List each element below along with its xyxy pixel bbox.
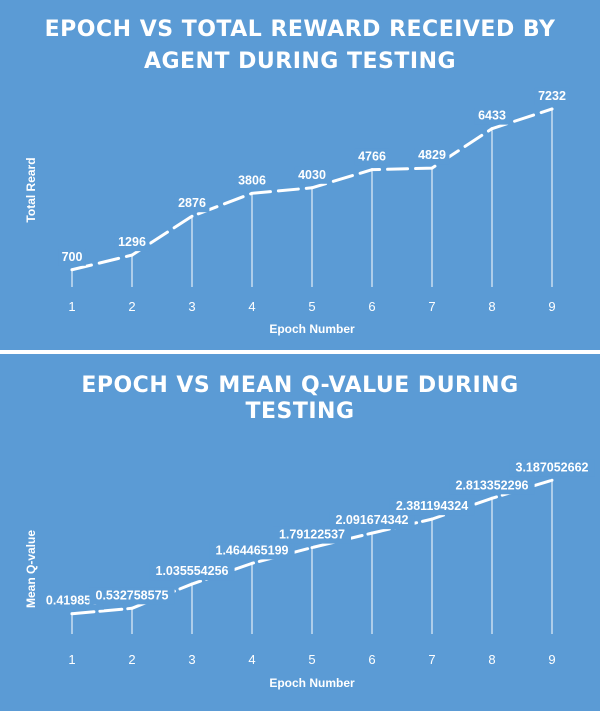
x-tick-label-5: 5 — [308, 299, 315, 314]
data-label-3: 2876 — [178, 196, 206, 210]
x-tick-label-5: 5 — [308, 652, 315, 667]
data-point-9 — [550, 478, 554, 482]
data-point-6 — [370, 531, 374, 535]
data-point-2 — [130, 253, 134, 257]
x-tick-label-8: 8 — [488, 652, 495, 667]
data-label-bg-4 — [209, 542, 295, 560]
x-tick-label-1: 1 — [68, 299, 75, 314]
data-label-bg-4 — [234, 172, 270, 190]
data-label-bg-6 — [329, 512, 415, 530]
x-tick-label-7: 7 — [428, 299, 435, 314]
chart-title-line-2: AGENT DURING TESTING — [143, 49, 457, 74]
data-label-bg-1 — [40, 592, 104, 610]
data-label-6: 2.091674342 — [336, 513, 409, 527]
x-tick-label-1: 1 — [68, 652, 75, 667]
qvalue-chart-panel: EPOCH VS MEAN Q-VALUE DURING TESTING Epo… — [0, 354, 600, 711]
x-tick-label-3: 3 — [188, 299, 195, 314]
data-point-2 — [130, 606, 134, 610]
data-label-bg-8 — [474, 107, 510, 125]
data-point-3 — [190, 582, 194, 586]
x-tick-label-6: 6 — [368, 652, 375, 667]
data-label-5: 4030 — [298, 168, 326, 182]
data-point-5 — [310, 186, 314, 190]
data-point-7 — [430, 517, 434, 521]
data-label-bg-7 — [389, 498, 475, 516]
data-point-3 — [190, 214, 194, 218]
reward-chart-plot: Epoch Number Total Reard 700129628763806… — [24, 87, 570, 336]
x-tick-label-4: 4 — [248, 652, 255, 667]
data-label-9: 3.187052662 — [516, 460, 589, 474]
chart-title-line-1: EPOCH VS MEAN Q-VALUE DURING — [81, 373, 519, 398]
qvalue-chart-plot: Epoch Number Mean Q-value 0.4198560.5327… — [24, 459, 595, 690]
data-label-bg-6 — [354, 148, 390, 166]
data-point-5 — [310, 546, 314, 550]
data-label-bg-3 — [149, 563, 235, 581]
data-point-1 — [70, 612, 74, 616]
data-label-4: 3806 — [238, 173, 266, 187]
data-label-7: 2.381194324 — [396, 499, 468, 513]
data-point-9 — [550, 107, 554, 111]
x-tick-label-2: 2 — [128, 299, 135, 314]
data-label-bg-2 — [114, 234, 150, 252]
data-label-3: 1.035554256 — [156, 564, 229, 578]
data-label-bg-2 — [89, 587, 175, 605]
data-label-bg-8 — [449, 477, 535, 495]
data-point-4 — [250, 191, 254, 195]
x-tick-label-4: 4 — [248, 299, 255, 314]
data-point-8 — [490, 127, 494, 131]
x-tick-label-3: 3 — [188, 652, 195, 667]
data-label-bg-1 — [58, 248, 86, 266]
y-axis-title: Mean Q-value — [24, 530, 38, 608]
chart-title-line-1: EPOCH VS TOTAL REWARD RECEIVED BY — [44, 17, 556, 42]
data-label-2: 0.532758575 — [96, 588, 169, 602]
x-tick-label-9: 9 — [548, 652, 555, 667]
data-point-6 — [370, 168, 374, 172]
data-label-4: 1.464465199 — [216, 543, 289, 557]
x-tick-label-6: 6 — [368, 299, 375, 314]
data-point-8 — [490, 496, 494, 500]
data-label-8: 6433 — [478, 109, 506, 123]
data-label-8: 2.813352296 — [456, 478, 529, 492]
data-label-bg-3 — [174, 195, 210, 213]
y-axis-title: Total Reard — [24, 157, 38, 222]
data-label-1: 0.419856 — [46, 594, 98, 608]
data-label-bg-7 — [414, 147, 450, 165]
data-label-6: 4766 — [358, 150, 386, 164]
data-label-9: 7232 — [538, 89, 566, 103]
x-axis-title: Epoch Number — [269, 676, 355, 690]
data-label-5: 1.79122537 — [279, 528, 345, 542]
data-label-7: 4829 — [418, 148, 446, 162]
chart-title-line-2: TESTING — [245, 399, 355, 424]
x-tick-label-2: 2 — [128, 652, 135, 667]
data-label-bg-5 — [273, 526, 351, 544]
data-point-7 — [430, 166, 434, 170]
x-tick-label-7: 7 — [428, 652, 435, 667]
data-label-bg-9 — [534, 87, 570, 105]
x-tick-label-9: 9 — [548, 299, 555, 314]
x-axis-title: Epoch Number — [269, 322, 355, 336]
x-tick-label-8: 8 — [488, 299, 495, 314]
data-point-4 — [250, 561, 254, 565]
data-label-bg-5 — [294, 166, 330, 184]
reward-chart-panel: EPOCH VS TOTAL REWARD RECEIVED BY AGENT … — [0, 0, 600, 350]
data-label-bg-9 — [509, 459, 595, 477]
data-label-1: 700 — [62, 250, 83, 264]
data-label-2: 1296 — [118, 235, 146, 249]
data-point-1 — [70, 268, 74, 272]
